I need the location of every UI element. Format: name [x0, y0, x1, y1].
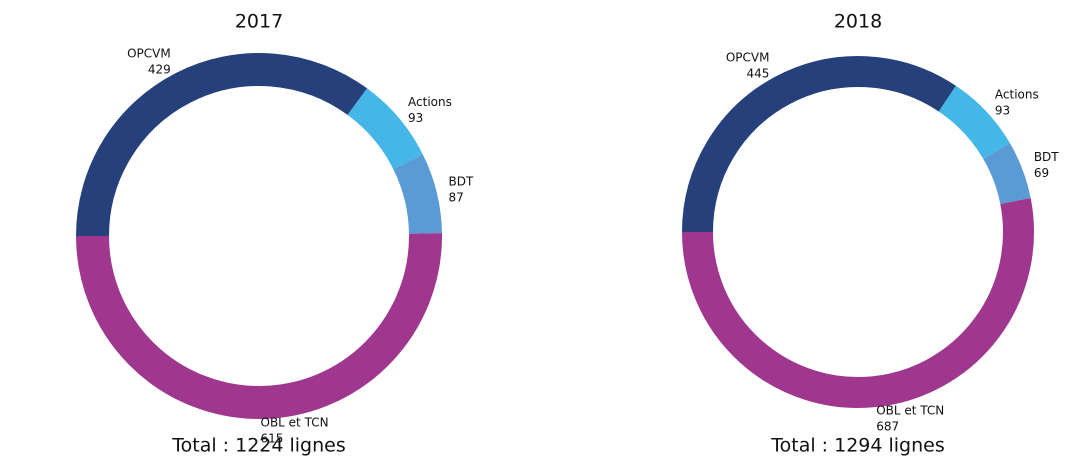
segment-value: 615 [261, 431, 284, 445]
segment-value: 93 [408, 111, 423, 125]
donut-segment [682, 198, 1034, 409]
chart-title: 2017 [235, 11, 283, 33]
segment-value: 429 [148, 63, 171, 77]
segment-label: OBL et TCN [261, 415, 329, 429]
chart-title: 2018 [834, 11, 882, 33]
segment-value: 87 [448, 190, 463, 204]
segment-label: BDT [1034, 150, 1059, 164]
segment-value: 93 [995, 104, 1010, 118]
segment-label: BDT [448, 174, 473, 188]
chart-footer: Total : 1294 lignes [770, 435, 945, 457]
segment-label: OPCVM [726, 51, 770, 65]
donut-segment [347, 88, 423, 170]
donut-segment [982, 143, 1031, 205]
segment-label: OPCVM [127, 47, 171, 61]
segment-value: 69 [1034, 166, 1049, 180]
donut-segment [938, 85, 1010, 160]
segment-value: 687 [876, 420, 899, 434]
segment-label: Actions [408, 95, 452, 109]
segment-label: Actions [995, 88, 1039, 102]
chart-footer: Total : 1224 lignes [171, 435, 346, 457]
segment-label: OBL et TCN [876, 404, 944, 418]
donut-segment [682, 56, 956, 233]
donut-segment [76, 53, 368, 237]
segment-value: 445 [747, 67, 770, 81]
donut-segment [393, 154, 442, 235]
donut-segment [76, 233, 442, 419]
